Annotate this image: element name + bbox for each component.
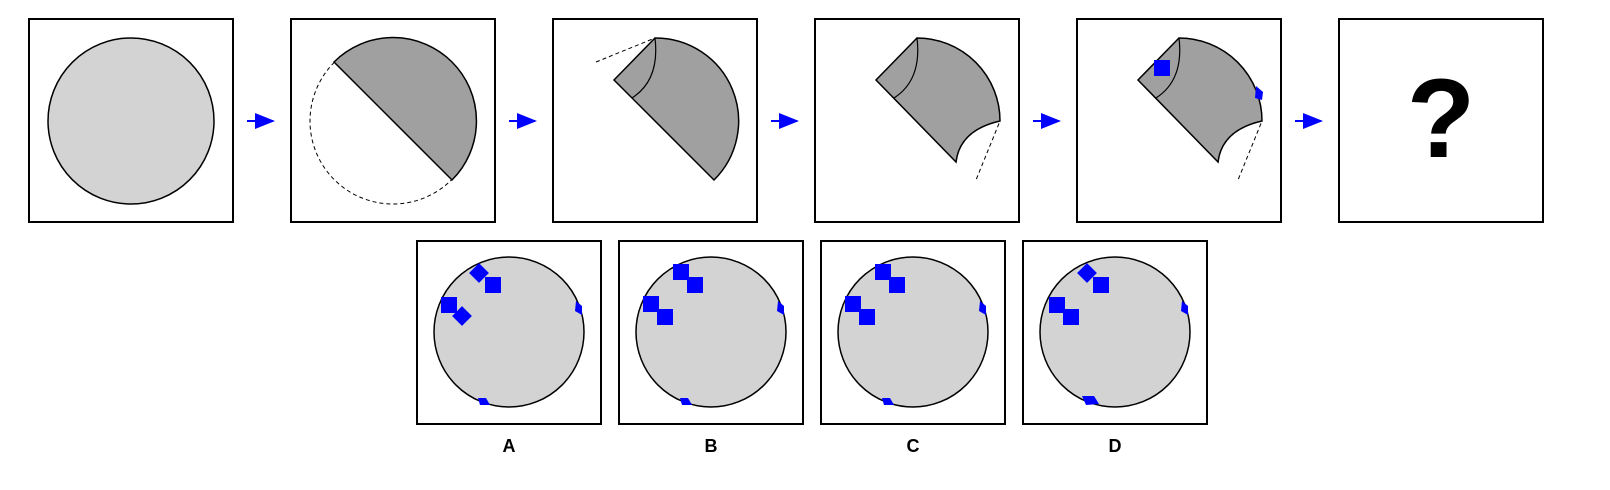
- hole: [889, 277, 905, 293]
- folded-paper: [874, 37, 1001, 164]
- option-d[interactable]: D: [1022, 240, 1208, 456]
- option-label: B: [705, 436, 718, 456]
- paper-circle: [47, 37, 215, 205]
- hole: [441, 297, 457, 313]
- punched-hole: [1154, 60, 1170, 76]
- sequence-panel-1: [28, 18, 234, 223]
- sequence-panel-3: [552, 18, 758, 223]
- hole: [469, 263, 489, 283]
- panel-frame: [1338, 18, 1544, 223]
- hole: [1181, 301, 1188, 315]
- hole: [1049, 297, 1065, 313]
- fold-crease: [631, 37, 657, 99]
- hole: [1082, 396, 1099, 405]
- option-label: D: [1109, 436, 1122, 456]
- punched-hole: [1255, 86, 1263, 100]
- hole: [859, 309, 875, 325]
- hole: [1093, 277, 1109, 293]
- option-b[interactable]: B: [618, 240, 804, 456]
- sequence-panel-2: [290, 18, 496, 223]
- hole: [777, 301, 784, 315]
- hole: [575, 301, 582, 315]
- hole: [673, 264, 689, 280]
- unfolded-circle: [1039, 256, 1191, 408]
- fold-crease: [1155, 37, 1181, 99]
- question-mark: ?: [1407, 56, 1475, 181]
- hole: [687, 277, 703, 293]
- unfolded-circle: [433, 256, 585, 408]
- option-label: A: [503, 436, 516, 456]
- dashed-outline: [595, 37, 656, 63]
- unfolded-circle: [837, 256, 989, 408]
- unfolded-circle: [635, 256, 787, 408]
- sequence-panel-5: [1076, 18, 1282, 223]
- fold-crease: [893, 37, 919, 99]
- folded-paper: [612, 37, 740, 182]
- sequence-panel-6: ?: [1338, 18, 1544, 223]
- hole: [485, 277, 501, 293]
- option-label: C: [907, 436, 920, 456]
- hole: [882, 398, 894, 405]
- hole: [1063, 309, 1079, 325]
- hole: [657, 309, 673, 325]
- hole: [845, 296, 861, 312]
- option-a[interactable]: A: [416, 240, 602, 456]
- hole: [875, 264, 891, 280]
- sequence-panel-4: [814, 18, 1020, 223]
- hole: [452, 306, 472, 326]
- hole: [478, 398, 490, 405]
- hole: [680, 398, 692, 405]
- hole: [979, 301, 986, 315]
- hole: [1077, 263, 1097, 283]
- hole: [643, 296, 659, 312]
- option-c[interactable]: C: [820, 240, 1006, 456]
- folded-half: [332, 36, 478, 182]
